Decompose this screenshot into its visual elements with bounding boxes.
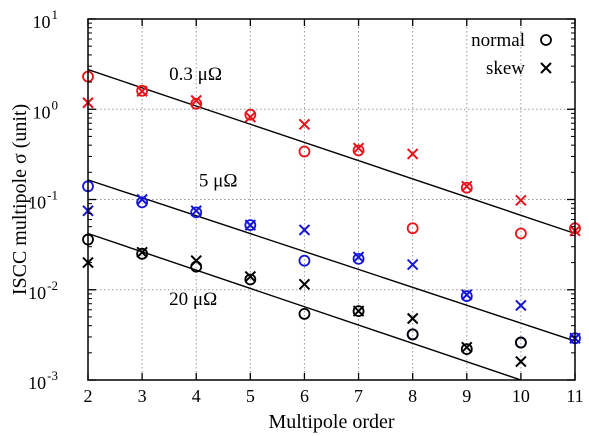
annotations: 0.3 μΩ 5 μΩ 20 μΩ xyxy=(169,64,237,310)
skew-marker xyxy=(190,94,202,107)
group-annotation: 5 μΩ xyxy=(199,170,238,191)
normal-marker xyxy=(298,308,311,320)
normal-marker xyxy=(136,196,149,209)
y-tick-exponent: -3 xyxy=(47,368,58,383)
group-annotation: 0.3 μΩ xyxy=(169,64,222,85)
skew-marker xyxy=(461,289,473,301)
y-tick-exponent: 0 xyxy=(52,97,59,112)
skew-marker xyxy=(540,62,552,74)
x-tick-label: 5 xyxy=(246,386,255,406)
y-tick-label: 10-1 xyxy=(28,188,58,213)
grid-lines xyxy=(88,19,575,380)
skew-marker xyxy=(190,205,202,217)
y-tick-label: 10-2 xyxy=(28,278,58,303)
normal-marker xyxy=(136,84,149,97)
skew-marker xyxy=(244,270,257,283)
normal-marker xyxy=(406,328,419,341)
x-tick-label: 3 xyxy=(138,386,147,406)
fit-lines xyxy=(87,68,576,381)
skew-marker xyxy=(515,355,527,368)
x-tick-label: 4 xyxy=(192,386,201,406)
skew-marker xyxy=(406,258,419,271)
legend-label-skew: skew xyxy=(486,58,525,79)
data-markers xyxy=(82,70,581,368)
normal-marker xyxy=(540,34,552,46)
y-tick-exponent: -2 xyxy=(47,278,58,293)
skew-marker xyxy=(406,148,419,160)
skew-marker xyxy=(136,85,148,98)
y-axis-label: ISCC multipole σ (unit) xyxy=(9,104,31,295)
x-axis-label: Multipole order xyxy=(268,411,394,433)
skew-marker xyxy=(406,312,419,325)
x-tick-label: 2 xyxy=(84,386,93,406)
skew-marker xyxy=(298,118,311,131)
normal-marker xyxy=(190,97,203,110)
fit-line xyxy=(87,68,576,235)
y-tick-exponent: -1 xyxy=(47,188,58,203)
normal-marker xyxy=(460,181,473,194)
normal-marker xyxy=(298,145,311,158)
y-tick-label: 10-3 xyxy=(28,368,58,393)
normal-marker xyxy=(136,247,149,260)
normal-marker xyxy=(460,290,473,303)
skew-marker xyxy=(136,193,148,206)
skew-marker xyxy=(515,194,527,206)
x-tick-label: 9 xyxy=(462,386,471,406)
normal-marker xyxy=(514,336,527,349)
skew-marker xyxy=(190,254,202,267)
legend: normal skew xyxy=(471,30,552,79)
skew-marker xyxy=(352,142,365,154)
normal-marker xyxy=(514,227,527,240)
y-tick-label: 101 xyxy=(33,7,59,32)
skew-marker xyxy=(461,180,473,193)
skew-marker xyxy=(352,251,365,263)
fit-line xyxy=(87,232,522,381)
x-tick-label: 10 xyxy=(512,386,530,406)
fit-line xyxy=(87,179,576,342)
skew-marker xyxy=(244,111,257,123)
normal-marker xyxy=(244,108,257,121)
skew-marker xyxy=(515,299,527,312)
normal-marker xyxy=(244,273,257,286)
normal-marker xyxy=(244,219,257,232)
skew-marker xyxy=(244,219,257,231)
legend-label-normal: normal xyxy=(471,30,525,51)
normal-marker xyxy=(298,254,311,267)
normal-marker xyxy=(352,305,365,318)
y-tick-label: 100 xyxy=(33,97,59,122)
x-tick-label: 6 xyxy=(300,386,309,406)
normal-marker xyxy=(352,252,365,265)
normal-marker xyxy=(190,206,203,219)
skew-marker xyxy=(352,305,365,317)
skew-marker xyxy=(136,246,148,259)
skew-marker xyxy=(298,224,311,236)
skew-marker xyxy=(298,278,311,290)
normal-marker xyxy=(460,343,473,355)
normal-marker xyxy=(352,144,365,157)
x-tick-label: 11 xyxy=(566,386,583,406)
normal-marker xyxy=(406,222,419,235)
skew-marker xyxy=(461,341,473,354)
x-tick-label: 8 xyxy=(408,386,417,406)
x-tick-label: 7 xyxy=(354,386,363,406)
group-annotation: 20 μΩ xyxy=(169,289,217,310)
y-tick-exponent: 1 xyxy=(52,7,59,22)
